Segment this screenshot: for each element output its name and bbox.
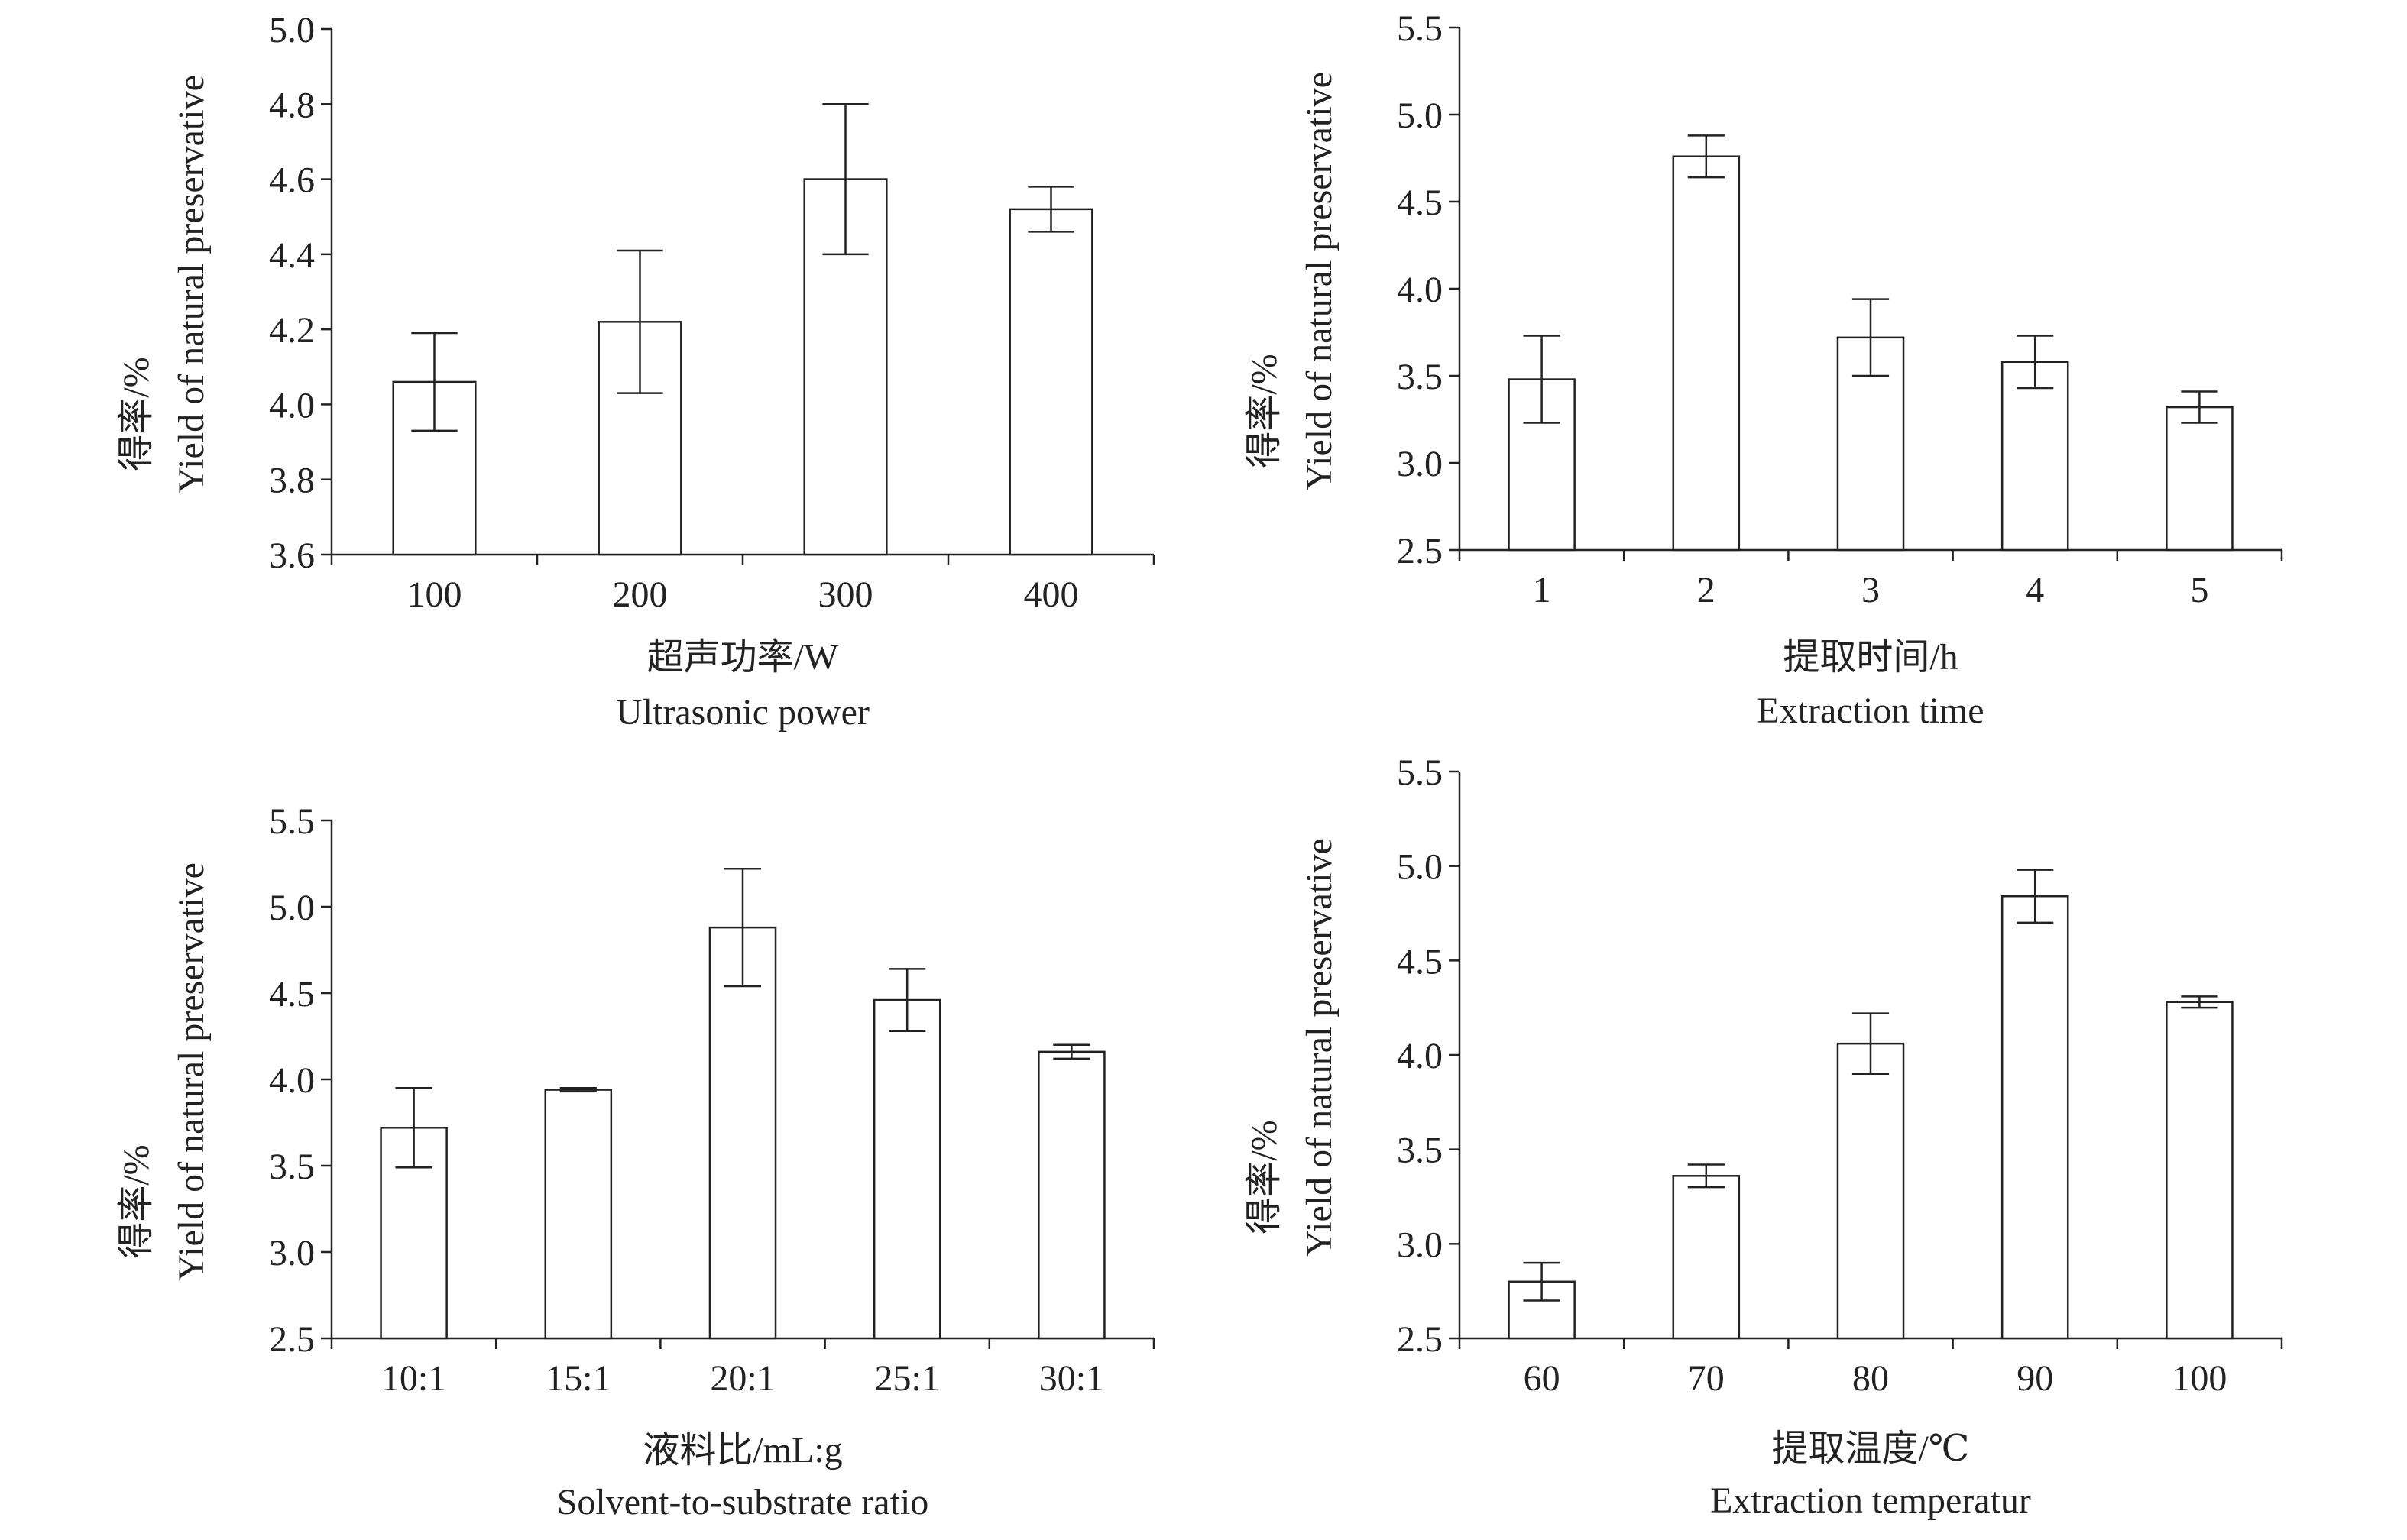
- bottom-right-x-tick-label: 90: [2017, 1358, 2053, 1399]
- top-left-y-tick-label: 4.6: [269, 160, 315, 201]
- top-right-y-title-en: Yield of natural preservative: [1299, 72, 1340, 490]
- top-left-x-tick-label: 200: [613, 574, 668, 615]
- top-left-y-title-cn: 得率/%: [116, 357, 157, 471]
- top-left-y-title-en: Yield of natural preservative: [171, 75, 212, 493]
- top-left-y-tick-label: 3.8: [269, 461, 315, 501]
- bottom-right-y-tick-label: 2.5: [1397, 1319, 1443, 1360]
- bottom-right-y-tick-label: 4.0: [1397, 1036, 1443, 1076]
- bottom-left-x-tick-label: 30:1: [1039, 1358, 1104, 1399]
- bottom-right-bar: [1836, 1042, 1905, 1340]
- bottom-left-y-tick-label: 3.5: [269, 1147, 315, 1187]
- bottom-left-bar: [1038, 1050, 1106, 1340]
- bottom-right-bar: [1672, 1175, 1741, 1340]
- top-left-x-title-cn: 超声功率/W: [647, 637, 839, 678]
- bottom-left-y-tick-label: 2.5: [269, 1319, 315, 1360]
- bottom-left-y-title-en: Yield of natural preservative: [171, 862, 212, 1281]
- bottom-right-y-tick-label: 4.5: [1397, 941, 1443, 982]
- bottom-left-x-tick-label: 20:1: [710, 1358, 775, 1399]
- top-left-y-tick-label: 3.6: [269, 535, 315, 576]
- bottom-right-x-title-cn: 提取温度/℃: [1771, 1428, 1969, 1469]
- bottom-left-y-tick-label: 4.5: [269, 974, 315, 1014]
- top-right-x-tick-label: 5: [2190, 570, 2208, 610]
- top-right-x-tick-label: 3: [1861, 570, 1880, 610]
- bottom-left-y-tick-label: 5.5: [269, 801, 315, 842]
- top-right-x-tick-label: 4: [2026, 570, 2044, 610]
- top-right-y-tick-label: 5.5: [1397, 8, 1443, 49]
- bottom-right-x-tick-label: 80: [1852, 1358, 1889, 1399]
- top-left-y-tick-label: 5.0: [269, 10, 315, 50]
- bottom-left-bar: [708, 926, 777, 1340]
- top-right-bar: [2000, 361, 2069, 552]
- bottom-right-x-tick-label: 60: [1524, 1358, 1560, 1399]
- bottom-left-x-tick-label: 15:1: [546, 1358, 611, 1399]
- bottom-left-y-tick-label: 3.0: [269, 1233, 315, 1273]
- top-left-y-tick-label: 4.0: [269, 385, 315, 425]
- bottom-right-y-title-cn: 得率/%: [1244, 1120, 1284, 1234]
- bottom-left-bar: [873, 998, 941, 1340]
- top-right-y-title-cn: 得率/%: [1244, 354, 1284, 467]
- bottom-left-x-tick-label: 10:1: [381, 1358, 446, 1399]
- top-left-bar: [1009, 208, 1093, 556]
- top-right-y-tick-label: 3.5: [1397, 357, 1443, 397]
- top-right-x-tick-label: 1: [1533, 570, 1551, 610]
- bottom-left-y-tick-label: 4.0: [269, 1060, 315, 1101]
- top-right-x-title-en: Extraction time: [1757, 691, 1984, 731]
- bottom-right-y-title-en: Yield of natural preservative: [1299, 838, 1340, 1257]
- top-right-y-tick-label: 4.5: [1397, 183, 1443, 223]
- top-right-y-tick-label: 2.5: [1397, 531, 1443, 571]
- top-right-y-tick-label: 3.0: [1397, 444, 1443, 484]
- bottom-right-y-tick-label: 3.0: [1397, 1225, 1443, 1265]
- bottom-left-y-tick-label: 5.0: [269, 888, 315, 928]
- bottom-right-x-title-en: Extraction temperatur: [1710, 1480, 2031, 1521]
- bottom-right-x-tick-label: 100: [2172, 1358, 2227, 1399]
- top-left-x-tick-label: 400: [1024, 574, 1079, 615]
- bottom-right-bar: [2000, 895, 2069, 1340]
- top-left-y-tick-label: 4.4: [269, 235, 315, 276]
- top-right-y-tick-label: 4.0: [1397, 270, 1443, 310]
- top-left-y-tick-label: 4.2: [269, 310, 315, 351]
- bottom-right-y-tick-label: 3.5: [1397, 1131, 1443, 1171]
- bottom-left-x-title-en: Solvent-to-substrate ratio: [557, 1482, 929, 1522]
- top-right-bar: [1672, 155, 1741, 552]
- bottom-right-x-tick-label: 70: [1688, 1358, 1725, 1399]
- top-right-bar: [2166, 406, 2234, 552]
- bottom-left-y-title-cn: 得率/%: [116, 1144, 157, 1258]
- top-left-x-tick-label: 100: [407, 574, 462, 615]
- bottom-right-bar: [2166, 1001, 2234, 1340]
- bottom-left-x-tick-label: 25:1: [875, 1358, 940, 1399]
- bottom-left-bar: [544, 1089, 613, 1340]
- bottom-right-y-tick-label: 5.5: [1397, 752, 1443, 793]
- top-right-y-tick-label: 5.0: [1397, 95, 1443, 136]
- top-left-x-title-en: Ultrasonic power: [616, 692, 870, 733]
- bottom-right-y-tick-label: 5.0: [1397, 847, 1443, 888]
- bottom-left-x-title-cn: 液料比/mL:g: [643, 1430, 842, 1470]
- top-left-x-tick-label: 300: [818, 574, 873, 615]
- top-left-y-tick-label: 4.8: [269, 85, 315, 125]
- top-right-x-tick-label: 2: [1697, 570, 1715, 610]
- top-right-x-title-cn: 提取时间/h: [1783, 637, 1958, 678]
